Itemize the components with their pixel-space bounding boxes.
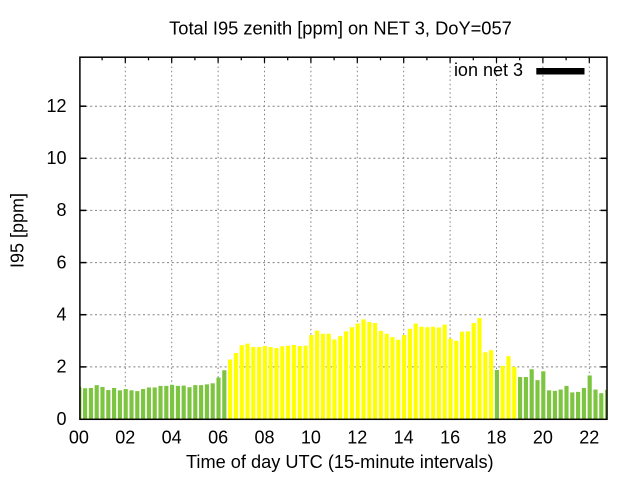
svg-text:ion net 3: ion net 3 bbox=[454, 60, 523, 80]
svg-text:4: 4 bbox=[56, 305, 66, 325]
svg-text:22: 22 bbox=[579, 428, 599, 448]
svg-text:12: 12 bbox=[347, 428, 367, 448]
svg-text:2: 2 bbox=[56, 357, 66, 377]
svg-text:Total I95 zenith [ppm] on NET: Total I95 zenith [ppm] on NET 3, DoY=057 bbox=[169, 17, 512, 38]
svg-text:I95 [ppm]: I95 [ppm] bbox=[7, 193, 27, 268]
svg-text:02: 02 bbox=[115, 428, 135, 448]
svg-text:10: 10 bbox=[301, 428, 321, 448]
svg-text:00: 00 bbox=[69, 428, 89, 448]
svg-text:04: 04 bbox=[162, 428, 182, 448]
svg-text:0: 0 bbox=[56, 409, 66, 429]
svg-text:8: 8 bbox=[56, 200, 66, 220]
svg-text:06: 06 bbox=[208, 428, 228, 448]
svg-text:14: 14 bbox=[394, 428, 414, 448]
svg-text:18: 18 bbox=[486, 428, 506, 448]
svg-text:Time of day UTC (15-minute int: Time of day UTC (15-minute intervals) bbox=[186, 452, 494, 472]
svg-text:6: 6 bbox=[56, 252, 66, 272]
svg-text:12: 12 bbox=[46, 96, 66, 116]
svg-text:10: 10 bbox=[46, 148, 66, 168]
svg-text:20: 20 bbox=[533, 428, 553, 448]
svg-text:08: 08 bbox=[254, 428, 274, 448]
svg-text:16: 16 bbox=[440, 428, 460, 448]
